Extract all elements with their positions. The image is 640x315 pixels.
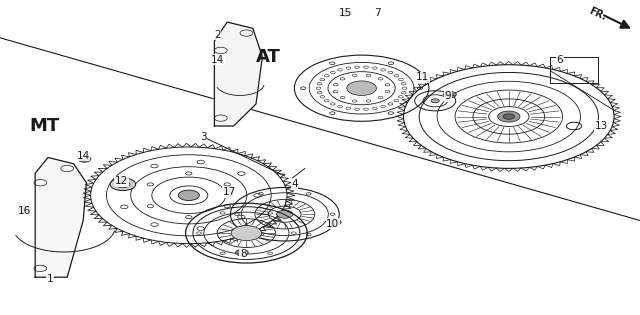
- Text: 16: 16: [18, 206, 31, 216]
- Circle shape: [231, 226, 262, 241]
- Text: 4: 4: [291, 179, 298, 189]
- Text: 13: 13: [595, 121, 608, 131]
- Text: 8: 8: [240, 249, 246, 259]
- Text: 12: 12: [115, 176, 128, 186]
- Circle shape: [498, 111, 520, 122]
- Text: 6: 6: [557, 55, 563, 65]
- Text: 14: 14: [211, 55, 224, 65]
- Text: 17: 17: [223, 187, 236, 197]
- Circle shape: [339, 10, 352, 16]
- Text: MT: MT: [29, 117, 60, 135]
- Circle shape: [276, 210, 293, 218]
- Text: 1: 1: [47, 274, 53, 284]
- Circle shape: [328, 219, 341, 225]
- Circle shape: [18, 206, 31, 213]
- Text: 5: 5: [227, 189, 234, 199]
- Circle shape: [347, 81, 376, 95]
- Circle shape: [431, 99, 439, 103]
- Text: 3: 3: [200, 132, 207, 142]
- Circle shape: [236, 249, 248, 256]
- Bar: [550, 57, 598, 83]
- Text: FR.: FR.: [587, 6, 607, 22]
- Polygon shape: [214, 22, 262, 126]
- Text: 11: 11: [416, 72, 429, 82]
- Circle shape: [78, 156, 91, 162]
- Polygon shape: [35, 158, 86, 277]
- Text: 2: 2: [214, 30, 221, 40]
- Text: 10: 10: [326, 219, 339, 229]
- Circle shape: [503, 114, 515, 119]
- Text: AT: AT: [257, 48, 281, 66]
- Circle shape: [110, 178, 136, 191]
- Text: 15: 15: [339, 8, 352, 18]
- Circle shape: [178, 190, 200, 201]
- Circle shape: [444, 91, 456, 98]
- Text: 7: 7: [374, 8, 381, 18]
- Text: 14: 14: [77, 151, 90, 161]
- Text: 9: 9: [445, 91, 451, 101]
